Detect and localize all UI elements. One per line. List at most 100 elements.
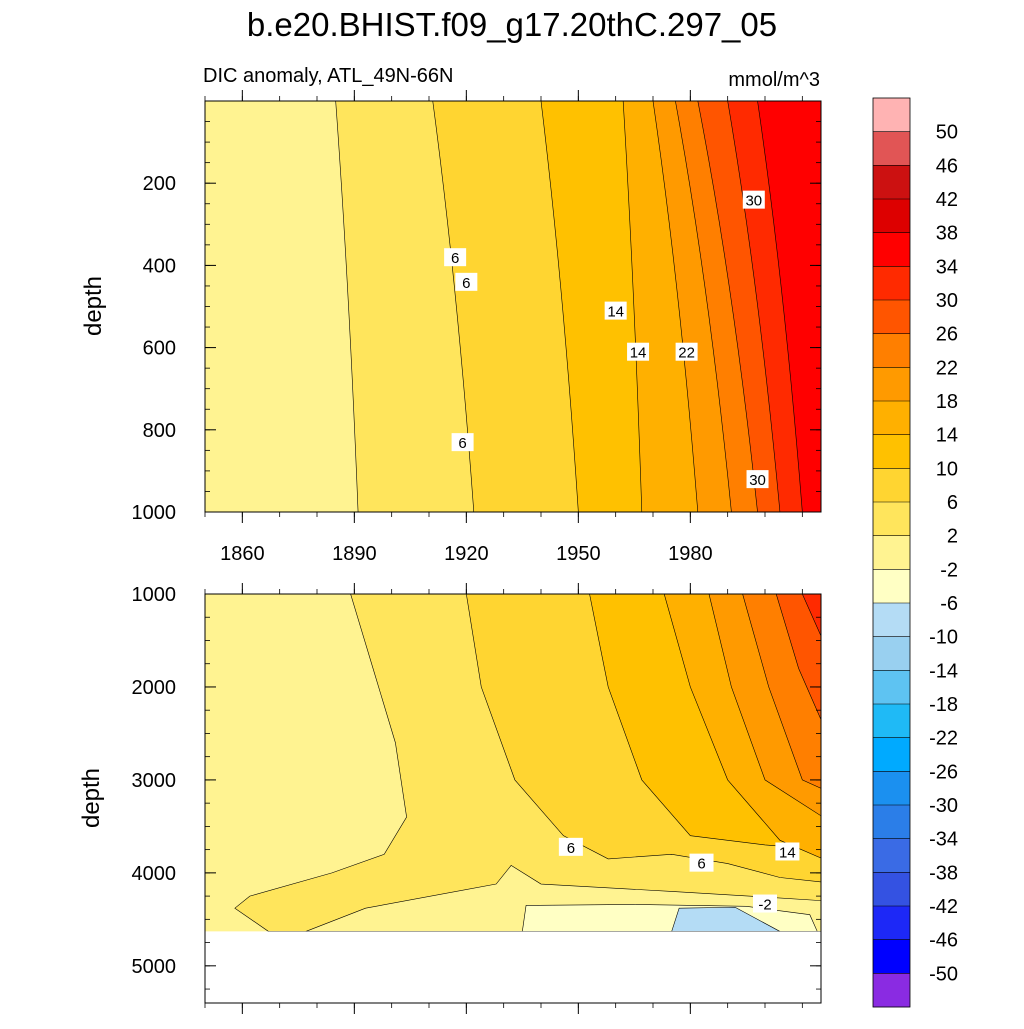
contour-label: 22	[678, 345, 695, 362]
colorbar-label: -2	[940, 559, 958, 581]
contour-label: 14	[779, 844, 796, 861]
colorbar-label: -50	[929, 963, 958, 985]
x-tick-label: 1980	[668, 543, 713, 565]
colorbar-swatch	[873, 704, 910, 738]
contour-label-bg	[444, 248, 467, 267]
contour-label: 14	[607, 304, 624, 321]
colorbar-label: 34	[936, 256, 958, 278]
contour-label-bg	[451, 433, 474, 452]
colorbar: 50 46 42 38 34 30 26 22 18 14 10 6 2 -2 -6 -10 -14 -18 -22…	[872, 97, 958, 1008]
colorbar-swatch	[873, 973, 910, 1008]
colorbar-label: 26	[936, 324, 958, 346]
colorbar-label: -38	[929, 862, 958, 884]
contour-label: 6	[697, 856, 705, 873]
contour-label-bg	[746, 470, 769, 489]
colorbar-swatch	[873, 131, 910, 166]
colorbar-label: 30	[936, 290, 958, 312]
colorbar-label: 18	[936, 391, 958, 413]
colorbar-swatch	[873, 636, 910, 671]
contour-label-bg	[558, 837, 583, 856]
contour-label-bg	[753, 894, 777, 913]
colorbar-swatch	[873, 502, 910, 536]
x-tick-label: 1860	[220, 543, 265, 565]
colorbar-swatch	[873, 535, 910, 570]
colorbar-label: 10	[936, 458, 958, 480]
units-label: mmol/m^3	[728, 69, 820, 91]
upper-y-axis-label: depth	[80, 276, 107, 336]
y-tick-label: 2000	[132, 677, 177, 699]
y-tick-label: 400	[143, 255, 176, 277]
y-tick-label: 5000	[132, 956, 177, 978]
colorbar-swatch	[873, 232, 910, 267]
x-tick-label: 1920	[444, 543, 489, 565]
colorbar-frame	[872, 97, 911, 1008]
colorbar-swatch	[873, 939, 910, 974]
lower-panel: 1000 2000 3000 4000 5000 6 6 14 -2 depth	[78, 583, 822, 1014]
colorbar-swatch	[873, 569, 910, 604]
colorbar-swatch	[873, 906, 910, 940]
colorbar-label: 22	[936, 357, 958, 379]
colorbar-label: -10	[929, 627, 958, 649]
contour-label: 14	[630, 345, 647, 362]
lower-panel-frame	[204, 593, 822, 1004]
colorbar-label: -6	[940, 593, 958, 615]
colorbar-label: 42	[936, 189, 958, 211]
colorbar-swatch	[873, 199, 910, 233]
x-tick-label: 1950	[556, 543, 601, 565]
no-data-region	[205, 931, 821, 1003]
colorbar-swatch	[873, 300, 910, 334]
y-tick-label: 4000	[132, 863, 177, 885]
colorbar-swatch	[873, 468, 910, 503]
x-axis-tick-labels: 1860 1890 1920 1950 1980	[220, 543, 712, 565]
colorbar-swatch	[873, 670, 910, 705]
colorbar-swatch	[873, 838, 910, 873]
x-tick-label: 1890	[332, 543, 377, 565]
band-34	[757, 101, 821, 512]
colorbar-swatch	[873, 401, 910, 435]
colorbar-swatch	[873, 737, 910, 772]
y-tick-label: 600	[143, 338, 176, 360]
contour-label-bg	[689, 853, 714, 872]
contour-label-bg	[604, 301, 627, 320]
contour-label-bg	[742, 190, 765, 209]
colorbar-swatch	[873, 98, 910, 132]
y-tick-label: 200	[143, 173, 176, 195]
contour-label: 6	[451, 250, 459, 267]
colorbar-label: 6	[947, 492, 958, 514]
lower-y-axis-label: depth	[78, 768, 105, 828]
colorbar-label: -22	[929, 728, 958, 750]
contour-label: 6	[458, 435, 466, 452]
contour-label-bg	[455, 272, 478, 291]
colorbar-swatch	[873, 333, 910, 368]
colorbar-swatch	[873, 434, 910, 469]
contour-label: 6	[462, 275, 470, 292]
contour-label: -2	[758, 897, 771, 914]
contour-label: 30	[749, 472, 766, 489]
colorbar-swatch	[873, 266, 910, 301]
colorbar-label: 2	[947, 526, 958, 548]
y-tick-label: 1000	[132, 584, 177, 606]
chart-subtitle: DIC anomaly, ATL_49N-66N	[203, 65, 453, 87]
colorbar-swatch	[873, 771, 910, 806]
colorbar-label: 38	[936, 223, 958, 245]
y-tick-label: 3000	[132, 770, 177, 792]
contour-label: 6	[567, 840, 575, 857]
colorbar-swatch	[873, 367, 910, 402]
band-30	[802, 594, 821, 637]
y-tick-label: 1000	[132, 502, 177, 524]
contour-label-bg	[675, 342, 698, 361]
colorbar-label: 46	[936, 155, 958, 177]
colorbar-swatch	[873, 872, 910, 907]
contour-label-bg	[775, 842, 800, 861]
colorbar-label: -34	[929, 829, 958, 851]
colorbar-label: -46	[929, 930, 958, 952]
colorbar-label: -14	[929, 660, 958, 682]
colorbar-label: -18	[929, 694, 958, 716]
contour-label: 30	[745, 193, 762, 210]
colorbar-swatch	[873, 165, 910, 200]
colorbar-swatch	[873, 603, 910, 637]
colorbar-label: -30	[929, 795, 958, 817]
chart-title: b.e20.BHIST.f09_g17.20thC.297_05	[247, 6, 777, 43]
